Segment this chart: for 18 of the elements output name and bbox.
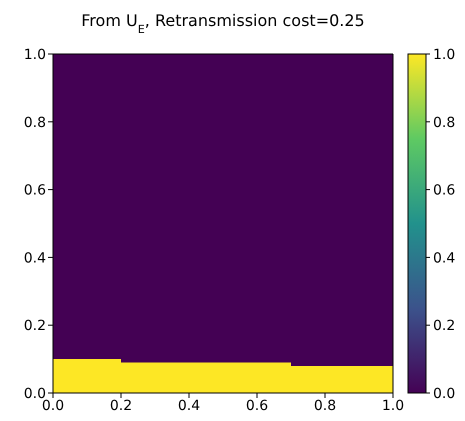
x-tick-label: 0.2 <box>110 398 132 414</box>
color-bar-label: 1.0 <box>433 47 456 63</box>
y-tick-label: 0.2 <box>24 318 46 334</box>
y-tick-label: 0.8 <box>24 114 46 131</box>
chart-title: From U$_{E}$, Retransmission cost=0.25 <box>81 11 365 36</box>
color-bar-label: 0.8 <box>433 114 456 131</box>
color-bar-label: 0.6 <box>433 182 456 199</box>
x-tick-label: 0.0 <box>42 398 64 414</box>
x-tick-label: 0.8 <box>314 398 336 414</box>
color-bar-label: 0.4 <box>433 250 456 266</box>
x-tick-label: 0.6 <box>246 398 268 414</box>
x-tick-label: 1.0 <box>382 398 404 414</box>
y-tick-label: 0.4 <box>24 250 46 266</box>
y-tick-label: 1.0 <box>24 46 46 63</box>
y-tick-label: 0.6 <box>24 182 46 199</box>
color-bar-label: 0.2 <box>433 318 456 334</box>
x-tick-label: 0.4 <box>178 398 200 414</box>
color-bar-label: 0.0 <box>433 386 456 402</box>
